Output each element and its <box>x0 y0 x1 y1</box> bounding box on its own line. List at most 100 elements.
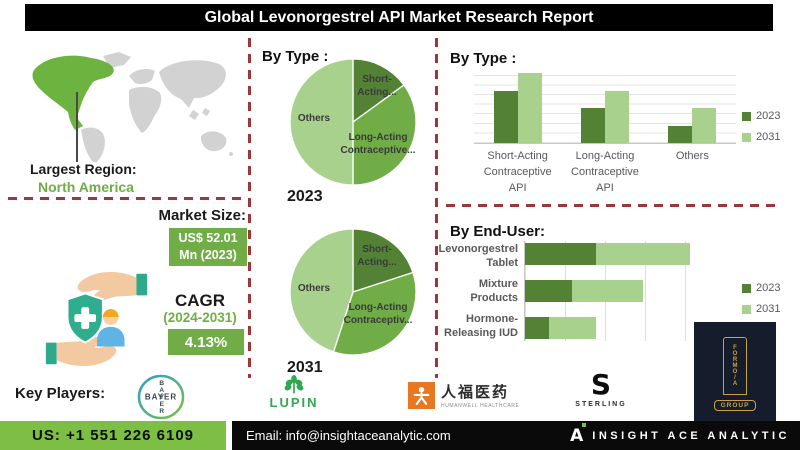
legend-item: 2031 <box>742 303 780 315</box>
enduser-category-label: Hormone- Releasing IUD <box>444 312 518 339</box>
pie-slice-label: Long-Acting Contraceptiv... <box>343 302 413 326</box>
enduser-legend: 2023 2031 <box>742 282 780 315</box>
enduser-category-axis: Levonorgestrel Tablet Mixture Products Hor… <box>438 241 518 341</box>
largest-region-label: Largest Region: <box>30 161 137 177</box>
bar-group <box>561 66 648 143</box>
footer-bar: Email: info@insightaceanalytic.com A INS… <box>232 421 800 450</box>
cagr-label: CAGR <box>174 291 226 310</box>
bar-2023 <box>493 90 518 143</box>
separator-horizontal-right <box>446 204 776 207</box>
lupin-plant-icon <box>284 375 304 394</box>
healthcare-hands-shield-icon <box>45 272 148 366</box>
legend-label: 2023 <box>756 110 781 122</box>
bar-chart-category-axis: Short-Acting Contraceptive API Long-Actin… <box>474 149 736 197</box>
brand-green-dot <box>582 422 587 427</box>
bar-2023 <box>580 108 605 143</box>
map-australia <box>200 131 227 152</box>
enduser-segment-2031 <box>572 280 643 302</box>
map-south-america <box>81 127 105 162</box>
humanwell-cn-wordmark: 人福医药 <box>441 384 510 401</box>
pie-slice <box>352 58 405 124</box>
enduser-segment-2031 <box>595 243 691 265</box>
pie-slice-label: Others <box>297 283 331 294</box>
pie-year-2031: 2031 <box>287 359 323 376</box>
legend-item: 2031 <box>742 131 780 143</box>
bar-group <box>474 66 561 143</box>
enduser-segment-2023 <box>525 317 549 339</box>
largest-region-value: North America <box>38 178 134 195</box>
pie-section-heading: By Type : <box>262 48 329 66</box>
pie-year-2023: 2023 <box>287 188 323 205</box>
enduser-category-label: Levonorgestrel Tablet <box>438 242 518 269</box>
formosa-group-text: GROUP <box>713 400 757 411</box>
email-contact: Email: info@insightaceanalytic.com <box>246 428 451 443</box>
legend-item: 2023 <box>742 282 780 294</box>
humanwell-person-icon <box>408 381 435 409</box>
enduser-segment-2023 <box>525 243 596 265</box>
pie-slice <box>352 228 414 293</box>
legend-item: 2023 <box>742 110 780 122</box>
legend-swatch <box>742 111 751 121</box>
enduser-bar-row <box>525 243 702 265</box>
map-greenland <box>103 52 131 68</box>
formosa-group-logo: FORMO/A GROUP <box>694 322 776 426</box>
enduser-bar-row <box>525 280 702 302</box>
pie-slice-label: Short- Acting... <box>357 244 397 268</box>
pie-slice <box>289 58 354 186</box>
separator-vertical-2 <box>435 38 438 378</box>
lupin-wordmark: LUPIN <box>269 395 319 410</box>
enduser-bar-row <box>525 317 702 339</box>
pie-chart-2023: Short- Acting... Long-Acting Contracepti… <box>288 57 418 187</box>
market-size-value: US$ 52.01 Mn (2023) <box>169 228 247 266</box>
bar-2031 <box>517 73 542 143</box>
map-asia <box>159 60 226 108</box>
bar-chart-by-type <box>474 66 736 144</box>
humanwell-logo: 人福医药 HUMANWELL HEALTHCARE <box>408 381 519 409</box>
sterling-logo: S STERLING <box>574 368 628 409</box>
formosa-vertical-text: FORMO/A <box>732 345 738 387</box>
bayer-logo: BAYER BAYER <box>137 374 185 420</box>
region-pointer-line <box>76 92 78 162</box>
bar-category-label: Short-Acting Contraceptive API <box>483 150 552 194</box>
insight-ace-analytic-brand: A INSIGHT ACE ANALYTIC <box>570 422 800 446</box>
bayer-vertical-text: BAYER <box>158 379 166 415</box>
pie-slice <box>289 228 354 353</box>
enduser-segment-2031 <box>548 317 596 339</box>
separator-vertical-1 <box>248 38 251 378</box>
cagr-period: (2024-2031) <box>163 310 237 325</box>
enduser-category-label: Mixture Products <box>470 277 518 304</box>
pie-slice-label: Short- Acting... <box>357 74 397 98</box>
sterling-wordmark: STERLING <box>575 401 627 408</box>
map-north-america-highlight <box>32 55 114 131</box>
bar-2031 <box>692 108 717 143</box>
market-size-label: Market Size: <box>158 207 246 224</box>
bar-2031 <box>604 90 629 143</box>
legend-swatch <box>742 283 751 293</box>
map-europe <box>129 68 155 84</box>
world-map <box>32 52 233 162</box>
pie-slice <box>352 84 417 186</box>
bar-category-label: Others <box>675 150 709 162</box>
page-title: Global Levonorgestrel API Market Researc… <box>25 4 773 31</box>
bar-category-label: Long-Acting Contraceptive API <box>571 150 639 194</box>
map-africa <box>129 86 162 133</box>
humanwell-sub-text: HUMANWELL HEALTHCARE <box>441 403 520 409</box>
pie-slice-label: Long-Acting Contraceptive... <box>340 132 416 156</box>
legend-label: 2023 <box>756 282 781 294</box>
bar-chart-legend: 2023 2031 <box>742 110 780 143</box>
pie-slice-label: Others <box>297 113 331 124</box>
phone-contact: US: +1 551 226 6109 <box>0 421 226 450</box>
enduser-section-heading: By End-User: <box>450 223 546 241</box>
separator-horizontal-left <box>8 197 246 200</box>
enduser-segment-2023 <box>525 280 573 302</box>
page-title-text: Global Levonorgestrel API Market Researc… <box>204 8 594 26</box>
largest-region-block: Largest Region: North America <box>30 161 137 196</box>
legend-swatch <box>742 132 751 142</box>
bayer-horizontal-text: BAYER <box>144 392 178 402</box>
key-players-label: Key Players: <box>15 385 106 402</box>
pie-slice <box>332 271 417 356</box>
formosa-tower-icon: FORMO/A <box>723 337 747 395</box>
sterling-s-mark: S <box>590 368 612 401</box>
bar-group <box>649 66 736 143</box>
